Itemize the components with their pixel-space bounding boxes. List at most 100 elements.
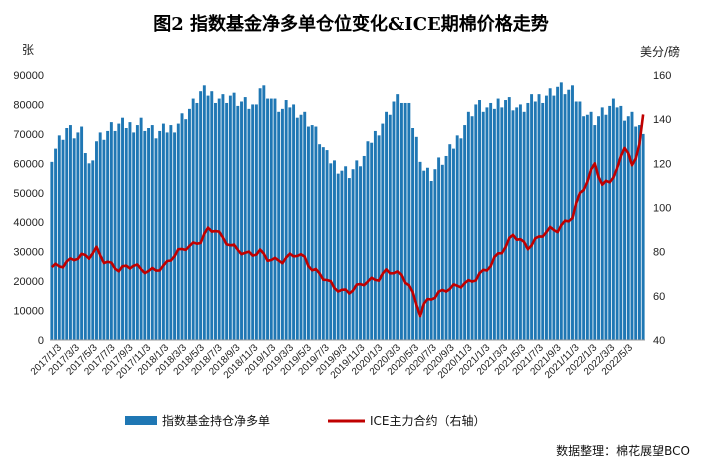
right-tick-label: 80	[653, 247, 665, 259]
bar	[392, 101, 396, 340]
bar	[399, 102, 403, 340]
bar	[463, 125, 467, 340]
bar	[184, 119, 188, 340]
bar	[571, 85, 574, 340]
left-tick-label: 60000	[13, 158, 44, 170]
bar	[318, 144, 322, 340]
bar	[541, 102, 545, 340]
bar	[362, 155, 366, 340]
bar	[139, 117, 143, 340]
bar	[91, 160, 95, 340]
bar	[269, 98, 273, 340]
bar	[221, 94, 225, 340]
bar	[582, 116, 586, 340]
bar	[306, 126, 310, 340]
bar	[630, 111, 634, 340]
bar	[143, 130, 147, 340]
bar	[396, 94, 400, 340]
bar	[366, 141, 370, 340]
bar	[106, 130, 110, 340]
bar	[232, 92, 236, 340]
bar	[634, 126, 638, 340]
bar	[176, 123, 180, 340]
bar	[206, 95, 210, 340]
data-source: 数据整理：棉花展望BCO	[556, 443, 690, 458]
bar	[552, 95, 556, 340]
bar	[254, 104, 258, 340]
bar	[563, 94, 567, 340]
left-axis-ticks: 0 10000 20000 30000 40000 50000 60000 70000 8000…	[13, 70, 44, 347]
bar	[273, 98, 277, 340]
bar	[65, 128, 69, 340]
bar	[199, 91, 203, 340]
bar	[373, 130, 377, 340]
bar	[455, 135, 459, 340]
bar	[240, 101, 243, 340]
bar	[481, 111, 485, 340]
right-tick-label: 140	[653, 114, 671, 126]
bar	[303, 111, 307, 340]
bar	[418, 161, 422, 340]
bar	[518, 104, 522, 340]
bar	[87, 163, 91, 340]
bar	[637, 125, 641, 340]
bar	[243, 97, 247, 340]
bar	[329, 163, 333, 340]
bar	[470, 116, 474, 340]
bar	[425, 167, 429, 340]
bar	[336, 173, 340, 340]
bar	[489, 102, 493, 340]
left-tick-label: 20000	[13, 276, 44, 288]
bar	[147, 128, 151, 340]
right-tick-label: 40	[653, 335, 665, 347]
bar	[526, 102, 530, 340]
bar	[288, 107, 292, 340]
bar	[385, 111, 389, 340]
bar	[228, 95, 232, 340]
bar	[280, 108, 284, 340]
bar	[623, 120, 627, 340]
bar	[72, 138, 76, 340]
bar	[403, 102, 407, 340]
bar	[135, 125, 139, 340]
bar	[537, 94, 541, 340]
bar	[217, 98, 221, 340]
bar	[161, 123, 165, 340]
bar	[180, 113, 184, 340]
bar	[626, 116, 630, 340]
bar	[496, 98, 500, 340]
left-tick-label: 30000	[13, 247, 44, 259]
bar	[530, 94, 534, 340]
bar	[359, 166, 362, 340]
bar	[247, 108, 251, 340]
bar	[452, 148, 455, 340]
bar	[522, 111, 526, 340]
bar	[370, 142, 374, 340]
bar	[132, 132, 136, 340]
bar	[80, 126, 84, 340]
bar	[295, 117, 299, 340]
bar	[57, 135, 61, 340]
legend: 指数基金持仓净多单 ICE主力合约（右轴）	[125, 413, 486, 428]
bar	[195, 102, 199, 340]
bar	[485, 107, 489, 340]
bar	[437, 157, 441, 340]
chart-title: 图2 指数基金净多单仓位变化&ICE期棉价格走势	[153, 13, 549, 35]
bar	[187, 108, 191, 340]
bar	[556, 86, 560, 340]
bar	[604, 114, 608, 340]
bar	[492, 108, 496, 340]
bar	[574, 101, 578, 340]
bar	[344, 166, 348, 340]
bar	[314, 126, 318, 340]
bar	[641, 133, 645, 340]
bar	[102, 139, 106, 340]
bar	[98, 132, 102, 340]
bar	[50, 161, 54, 340]
legend-bar-swatch	[125, 416, 157, 425]
right-axis-ticks: 40 60 80 100 120 140 160	[653, 70, 671, 347]
bar	[619, 105, 623, 340]
bar	[593, 125, 597, 340]
bar	[299, 114, 303, 340]
bar	[407, 102, 411, 340]
